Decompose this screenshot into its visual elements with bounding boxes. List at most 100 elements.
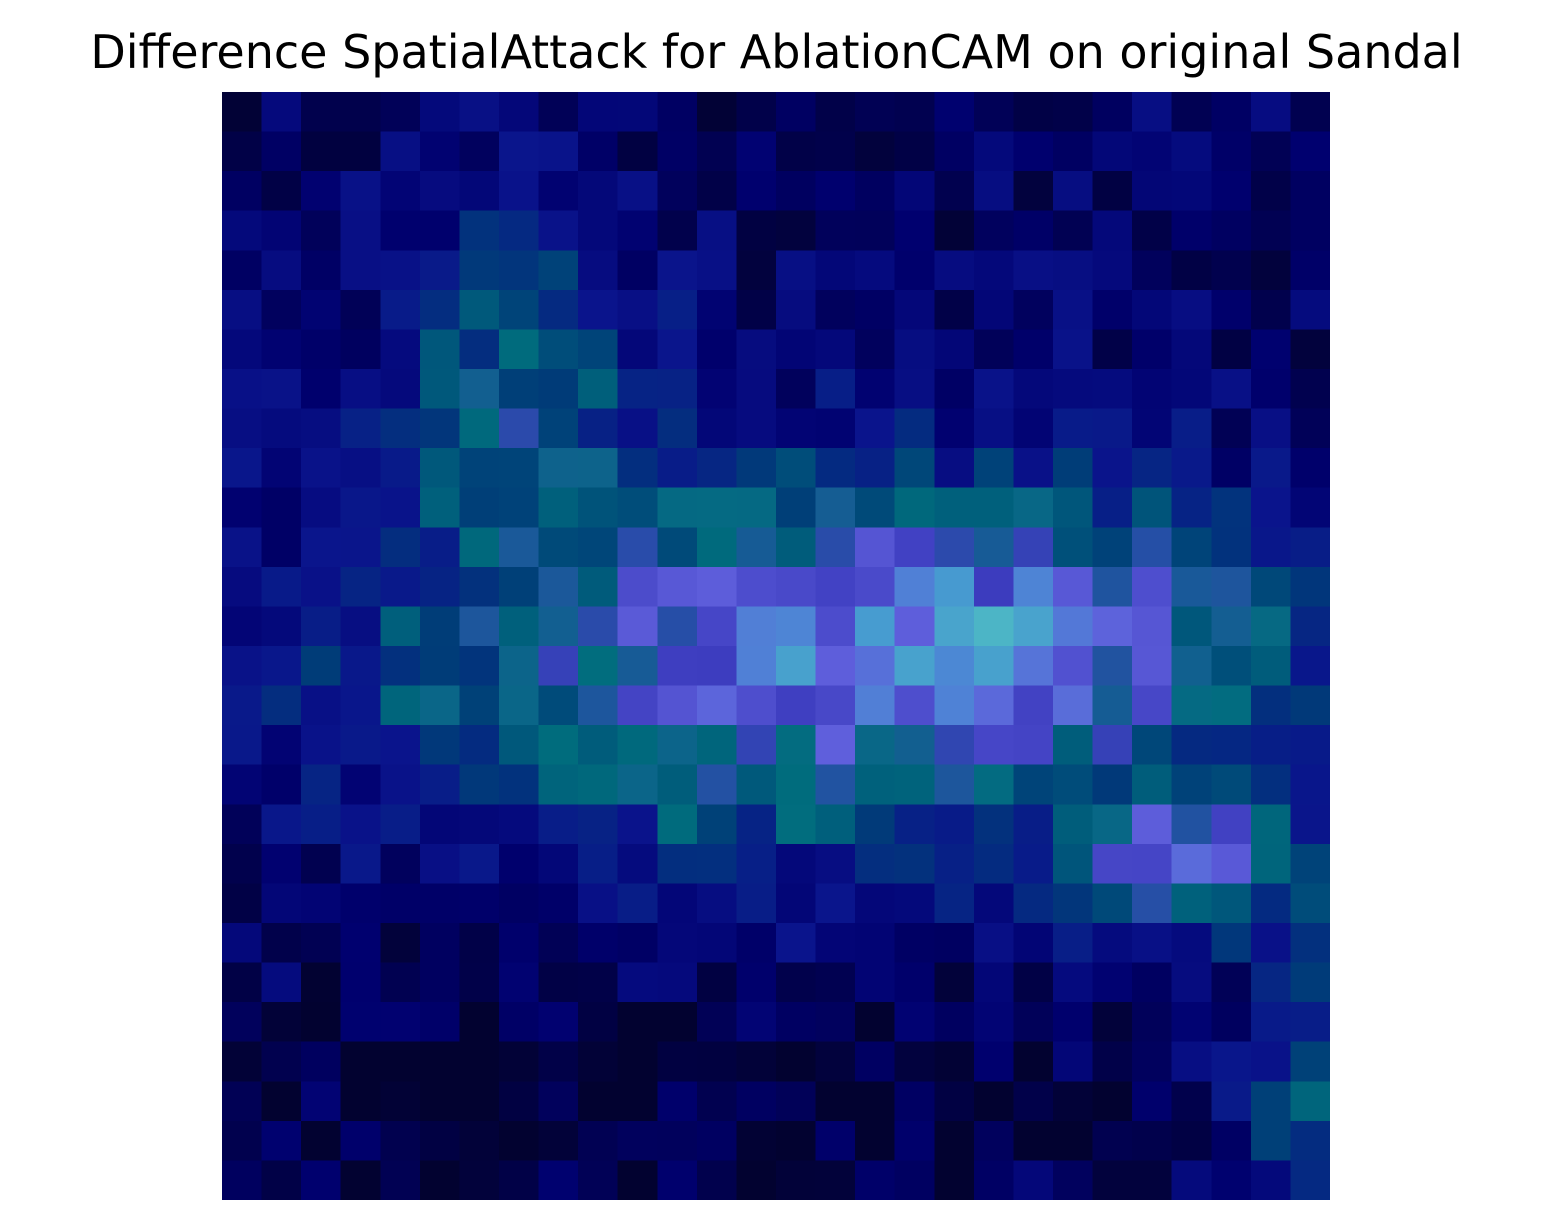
heatmap-cell: [261, 487, 302, 529]
heatmap-cell: [459, 1081, 500, 1122]
heatmap-cell: [1013, 369, 1054, 410]
heatmap-cell: [380, 883, 421, 924]
heatmap-cell: [1211, 725, 1252, 766]
heatmap-cell: [696, 725, 738, 766]
heatmap-cell: [855, 883, 896, 924]
heatmap-cell: [1171, 289, 1213, 331]
heatmap-cell: [894, 210, 936, 252]
heatmap-cell: [617, 566, 659, 608]
heatmap-cell: [459, 923, 500, 964]
heatmap-cell: [1290, 448, 1330, 489]
heatmap-cell: [1290, 487, 1330, 529]
heatmap-cell: [894, 448, 936, 489]
heatmap-cell: [855, 725, 896, 766]
heatmap-cell: [815, 131, 856, 172]
heatmap-cell: [894, 527, 936, 568]
heatmap-cell: [578, 1120, 619, 1162]
heatmap-cell: [459, 1160, 500, 1200]
heatmap-cell: [657, 725, 698, 766]
heatmap-cell: [459, 448, 500, 489]
heatmap-cell: [934, 131, 975, 172]
heatmap-cell: [499, 606, 540, 647]
heatmap-cell: [380, 250, 421, 291]
heatmap-cell: [301, 1120, 342, 1162]
heatmap-cell: [1013, 606, 1054, 647]
heatmap-cell: [1053, 487, 1094, 529]
heatmap-cell: [419, 1081, 461, 1122]
heatmap-cell: [696, 1041, 738, 1083]
heatmap-cell: [419, 448, 461, 489]
heatmap-cell: [934, 764, 975, 806]
heatmap-cell: [578, 131, 619, 172]
heatmap-cell: [459, 962, 500, 1003]
heatmap-cell: [1013, 1002, 1054, 1043]
heatmap-cell: [657, 329, 698, 370]
heatmap-cell: [934, 1160, 975, 1200]
heatmap-cell: [222, 606, 263, 647]
heatmap-cell: [1053, 329, 1094, 370]
heatmap-cell: [261, 369, 302, 410]
heatmap-cell: [1092, 962, 1133, 1003]
heatmap-cell: [340, 843, 382, 885]
heatmap-cell: [1171, 487, 1213, 529]
heatmap-cell: [1132, 408, 1173, 449]
heatmap-cell: [973, 962, 1015, 1003]
heatmap-cell: [419, 923, 461, 964]
heatmap-cell: [1171, 408, 1213, 449]
heatmap-cell: [776, 210, 817, 252]
heatmap-cell: [1290, 883, 1330, 924]
heatmap-cell: [380, 923, 421, 964]
heatmap-cell: [419, 131, 461, 172]
heatmap-cell: [1092, 804, 1133, 845]
heatmap-cell: [934, 289, 975, 331]
heatmap-cell: [261, 527, 302, 568]
heatmap-cell: [776, 685, 817, 726]
heatmap-cell: [459, 250, 500, 291]
heatmap-cell: [934, 725, 975, 766]
heatmap-cell: [815, 962, 856, 1003]
heatmap-cell: [1092, 408, 1133, 449]
heatmap-cell: [973, 1081, 1015, 1122]
heatmap-cell: [1290, 685, 1330, 726]
heatmap-cell: [419, 764, 461, 806]
heatmap-cell: [736, 487, 777, 529]
heatmap-cell: [578, 725, 619, 766]
heatmap-cell: [499, 1120, 540, 1162]
heatmap-cell: [1053, 1160, 1094, 1200]
heatmap-cell: [815, 685, 856, 726]
heatmap-cell: [222, 804, 263, 845]
heatmap-image: [222, 92, 1330, 1200]
heatmap-cell: [815, 566, 856, 608]
heatmap-cell: [776, 131, 817, 172]
heatmap-cell: [1290, 250, 1330, 291]
heatmap-cell: [380, 804, 421, 845]
heatmap-cell: [1013, 1041, 1054, 1083]
heatmap-cell: [538, 962, 579, 1003]
heatmap-cell: [1250, 685, 1292, 726]
heatmap-cell: [617, 289, 659, 331]
heatmap-cell: [1171, 250, 1213, 291]
heatmap-cell: [578, 566, 619, 608]
heatmap-cell: [1250, 487, 1292, 529]
heatmap-cell: [696, 1081, 738, 1122]
heatmap-cell: [657, 171, 698, 212]
heatmap-cell: [340, 369, 382, 410]
heatmap-cell: [419, 804, 461, 845]
heatmap-cell: [894, 131, 936, 172]
heatmap-cell: [657, 250, 698, 291]
heatmap-cell: [815, 369, 856, 410]
heatmap-cell: [222, 448, 263, 489]
heatmap-cell: [973, 843, 1015, 885]
heatmap-cell: [973, 527, 1015, 568]
heatmap-cell: [696, 1160, 738, 1200]
heatmap-cell: [934, 923, 975, 964]
heatmap-cell: [934, 369, 975, 410]
heatmap-cell: [815, 250, 856, 291]
heatmap-cell: [499, 804, 540, 845]
heatmap-cell: [340, 1081, 382, 1122]
heatmap-cell: [419, 566, 461, 608]
heatmap-cell: [1290, 408, 1330, 449]
heatmap-cell: [261, 646, 302, 687]
heatmap-cell: [1250, 843, 1292, 885]
heatmap-cell: [696, 448, 738, 489]
